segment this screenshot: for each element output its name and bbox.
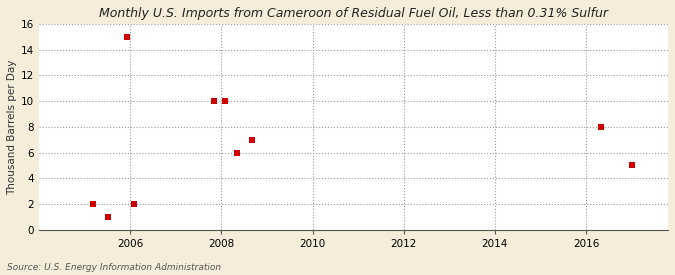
Point [102,215,113,219]
Title: Monthly U.S. Imports from Cameroon of Residual Fuel Oil, Less than 0.31% Sulfur: Monthly U.S. Imports from Cameroon of Re… [99,7,608,20]
Point [626,163,637,168]
Point [231,150,242,155]
Point [129,202,140,206]
Point [246,138,257,142]
Point [209,99,219,103]
Y-axis label: Thousand Barrels per Day: Thousand Barrels per Day [7,59,17,194]
Point [220,99,231,103]
Point [87,202,98,206]
Text: Source: U.S. Energy Information Administration: Source: U.S. Energy Information Administ… [7,263,221,272]
Point [595,125,606,129]
Point [122,35,132,39]
